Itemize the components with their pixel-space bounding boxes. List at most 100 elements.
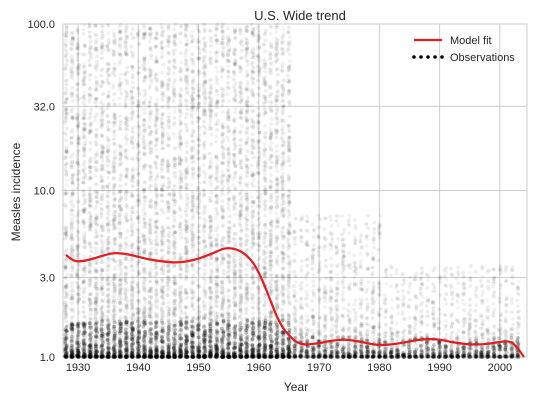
observation-point bbox=[106, 229, 111, 234]
observation-point bbox=[159, 166, 164, 171]
observation-point bbox=[75, 160, 80, 165]
observation-point bbox=[130, 125, 135, 130]
observation-point bbox=[69, 140, 74, 145]
observation-point bbox=[119, 302, 123, 307]
observation-point bbox=[88, 321, 92, 326]
observation-point bbox=[131, 242, 135, 247]
observation-point bbox=[160, 162, 165, 167]
observation-point bbox=[76, 169, 81, 174]
observation-point bbox=[123, 148, 128, 152]
observation-point bbox=[118, 281, 123, 286]
observation-point bbox=[189, 291, 194, 295]
observation-point bbox=[63, 353, 68, 358]
observation-point bbox=[185, 92, 190, 96]
observation-point bbox=[143, 314, 148, 318]
observation-point bbox=[75, 354, 80, 358]
observation-point bbox=[69, 43, 74, 47]
observation-point bbox=[82, 23, 87, 27]
observation-point bbox=[82, 123, 87, 128]
observation-point bbox=[106, 153, 110, 158]
observation-point bbox=[142, 75, 147, 79]
observation-point bbox=[83, 127, 87, 132]
observation-point bbox=[81, 126, 85, 130]
observation-point bbox=[172, 354, 177, 359]
observation-point bbox=[87, 164, 92, 169]
observation-point bbox=[142, 187, 147, 192]
observation-point bbox=[190, 203, 195, 208]
observation-point bbox=[64, 267, 68, 272]
observation-point bbox=[69, 346, 73, 350]
observation-point bbox=[197, 273, 202, 278]
observation-point bbox=[142, 335, 147, 340]
observation-point bbox=[111, 299, 116, 303]
observation-point bbox=[137, 310, 141, 315]
observation-point bbox=[197, 47, 202, 52]
observation-point bbox=[161, 112, 165, 116]
observation-point bbox=[106, 81, 111, 86]
observation-point bbox=[179, 344, 183, 348]
observation-point bbox=[65, 291, 69, 295]
observation-point bbox=[69, 308, 74, 312]
observation-point bbox=[87, 210, 92, 215]
observation-point bbox=[142, 119, 147, 123]
observation-point bbox=[69, 354, 74, 358]
observation-point bbox=[88, 63, 93, 67]
observation-point bbox=[202, 272, 206, 277]
observation-point bbox=[129, 44, 134, 49]
observation-point bbox=[160, 184, 165, 189]
observation-point bbox=[106, 304, 111, 309]
observation-point bbox=[142, 288, 147, 293]
observation-point bbox=[130, 326, 135, 331]
observation-point bbox=[94, 342, 98, 347]
observation-point bbox=[130, 27, 135, 31]
observation-point bbox=[71, 188, 75, 192]
observation-point bbox=[65, 272, 69, 277]
observation-point bbox=[184, 115, 189, 120]
observation-point bbox=[81, 114, 86, 119]
observation-point bbox=[76, 65, 80, 70]
observation-point bbox=[76, 352, 80, 356]
observation-point bbox=[136, 247, 141, 252]
observation-point bbox=[106, 175, 110, 180]
observation-point bbox=[119, 296, 124, 301]
observation-point bbox=[166, 137, 171, 142]
observation-point bbox=[166, 72, 170, 77]
observation-point bbox=[159, 174, 164, 179]
observation-point bbox=[64, 138, 68, 143]
observation-point bbox=[70, 352, 75, 357]
observation-point bbox=[100, 159, 105, 163]
observation-point bbox=[69, 109, 74, 114]
observation-point bbox=[172, 116, 177, 120]
observation-point bbox=[154, 142, 158, 147]
observation-point bbox=[64, 352, 69, 357]
observation-point bbox=[197, 57, 202, 61]
observation-point bbox=[173, 292, 178, 297]
observation-point bbox=[64, 106, 69, 111]
observation-point bbox=[76, 46, 81, 51]
observation-point bbox=[148, 205, 153, 209]
observation-point bbox=[76, 323, 80, 328]
observation-point bbox=[131, 110, 135, 114]
observation-point bbox=[70, 152, 75, 157]
observation-point bbox=[107, 235, 111, 240]
observation-point bbox=[155, 136, 160, 141]
observation-point bbox=[64, 147, 69, 152]
observation-point bbox=[63, 266, 68, 270]
observation-point bbox=[124, 342, 129, 347]
observation-point bbox=[77, 292, 81, 297]
observation-point bbox=[112, 192, 116, 197]
observation-point bbox=[75, 27, 80, 31]
observation-point bbox=[64, 205, 68, 209]
observation-point bbox=[171, 52, 176, 56]
observation-point bbox=[76, 332, 81, 336]
observation-point bbox=[172, 71, 176, 76]
observation-point bbox=[71, 172, 75, 177]
observation-point bbox=[76, 267, 80, 272]
observation-point bbox=[149, 332, 154, 336]
observation-point bbox=[179, 158, 184, 163]
observation-point bbox=[123, 49, 128, 54]
observation-point bbox=[123, 246, 128, 251]
observation-point bbox=[118, 156, 123, 161]
observation-point bbox=[112, 92, 117, 96]
observation-point bbox=[177, 273, 182, 277]
